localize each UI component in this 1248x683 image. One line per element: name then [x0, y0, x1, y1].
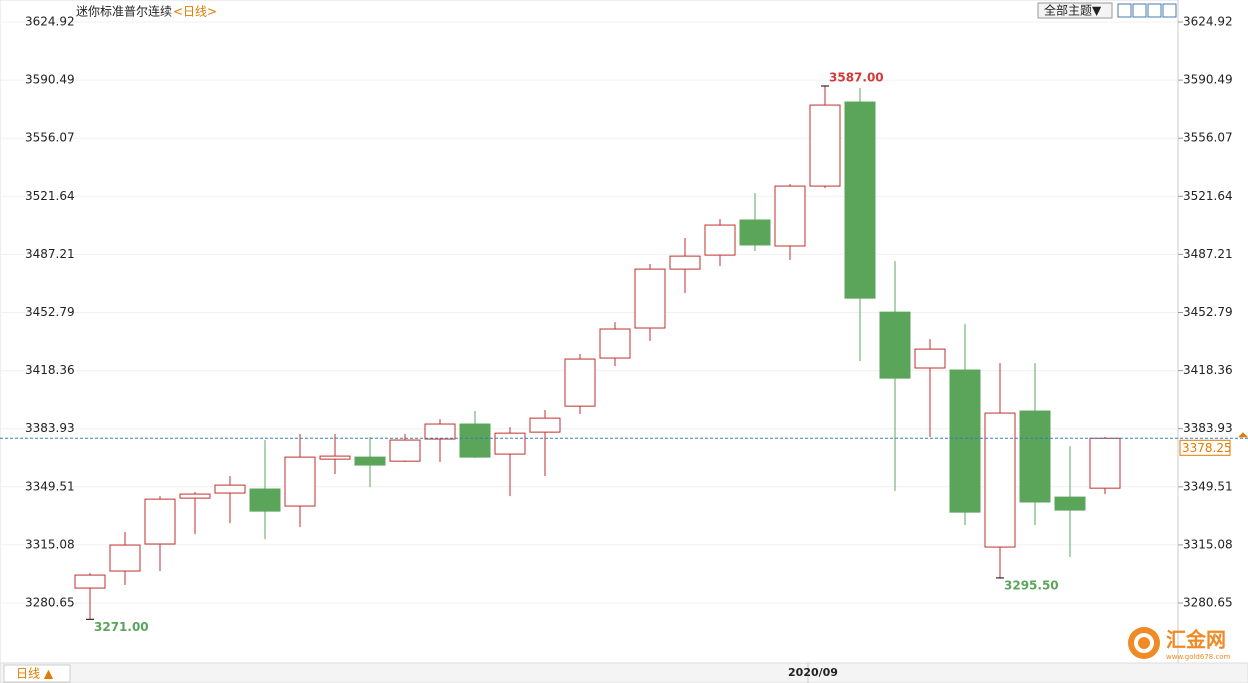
- y-tick-label: 3452.79: [1183, 305, 1233, 319]
- extreme-label: 3295.50: [1004, 578, 1059, 592]
- tool-icon[interactable]: [1147, 3, 1162, 18]
- candle-body: [914, 348, 946, 369]
- candle-body: [844, 101, 876, 299]
- y-tick-label: 3521.64: [1183, 189, 1233, 203]
- tool-icon[interactable]: [1117, 3, 1132, 18]
- candle-body: [494, 432, 526, 455]
- toolbar-icons: [1117, 3, 1177, 18]
- candle-body: [109, 544, 141, 572]
- candle-body: [984, 412, 1016, 548]
- y-tick-label: 3487.21: [25, 247, 75, 261]
- candle-body: [214, 484, 246, 494]
- logo-text: 汇金网: [1166, 628, 1226, 652]
- extreme-label: 3271.00: [94, 620, 149, 634]
- candle-body: [564, 358, 596, 407]
- candle-body: [1089, 437, 1121, 489]
- candle-body: [354, 456, 386, 466]
- theme-button-label[interactable]: 全部主题▼: [1044, 3, 1102, 18]
- y-tick-label: 3556.07: [25, 131, 75, 145]
- candle-body: [949, 369, 981, 513]
- candle-body: [144, 498, 176, 545]
- y-tick-label: 3556.07: [1183, 131, 1233, 145]
- y-tick-label: 3452.79: [25, 305, 75, 319]
- y-tick-label: 3383.93: [1183, 421, 1233, 435]
- candle-body: [774, 185, 806, 247]
- candle-body: [284, 456, 316, 507]
- last-price-arrow: [1238, 432, 1248, 438]
- chart-title: 迷你标准普尔连续: [76, 4, 172, 19]
- candle-body: [74, 574, 106, 589]
- candle-body: [599, 328, 631, 359]
- candle-body: [809, 104, 841, 187]
- candle-body: [459, 423, 491, 458]
- candle-body: [529, 417, 561, 433]
- candle-body: [634, 268, 666, 329]
- last-price-label: 3378.25: [1182, 441, 1232, 455]
- candle-body: [1019, 410, 1051, 503]
- chart-subtitle: <日线>: [173, 5, 217, 19]
- extreme-label: 3587.00: [829, 71, 884, 85]
- candle-body: [669, 255, 701, 270]
- candle-body: [249, 488, 281, 512]
- y-tick-label: 3624.92: [25, 15, 75, 29]
- y-tick-label: 3624.92: [1183, 15, 1233, 29]
- candle-body: [879, 311, 911, 379]
- plot-frame: [0, 0, 1179, 664]
- candle-body: [424, 423, 456, 440]
- logo-url: www.gold678.com: [1166, 653, 1231, 661]
- period-button[interactable]: [3, 664, 71, 683]
- candle-body: [179, 493, 211, 499]
- y-tick-label: 3349.51: [25, 479, 75, 493]
- y-tick-label: 3590.49: [25, 73, 75, 87]
- candle-body: [389, 439, 421, 462]
- candle-body: [1054, 496, 1086, 511]
- logo-icon: [1128, 627, 1160, 659]
- y-tick-label: 3383.93: [25, 421, 75, 435]
- candle-body: [739, 219, 771, 246]
- y-tick-label: 3349.51: [1183, 479, 1233, 493]
- y-tick-label: 3418.36: [25, 363, 75, 377]
- y-tick-label: 3487.21: [1183, 247, 1233, 261]
- y-tick-label: 3315.08: [1183, 537, 1233, 551]
- candle-body: [704, 224, 736, 256]
- theme-button[interactable]: [1037, 2, 1113, 19]
- last-price-box: [1179, 439, 1231, 456]
- y-tick-label: 3418.36: [1183, 363, 1233, 377]
- period-button-label[interactable]: 日线 ▲: [16, 667, 54, 681]
- y-tick-label: 3521.64: [25, 189, 75, 203]
- y-tick-label: 3280.65: [1183, 596, 1233, 610]
- y-tick-label: 3590.49: [1183, 73, 1233, 87]
- tool-icon[interactable]: [1162, 3, 1177, 18]
- bottom-bar: [0, 662, 1248, 683]
- x-tick-label: 2020/09: [788, 666, 838, 679]
- logo-icon-ring: [1134, 633, 1154, 653]
- y-tick-label: 3280.65: [25, 596, 75, 610]
- tool-icon[interactable]: [1132, 3, 1147, 18]
- y-tick-label: 3315.08: [25, 537, 75, 551]
- candle-body: [319, 455, 351, 460]
